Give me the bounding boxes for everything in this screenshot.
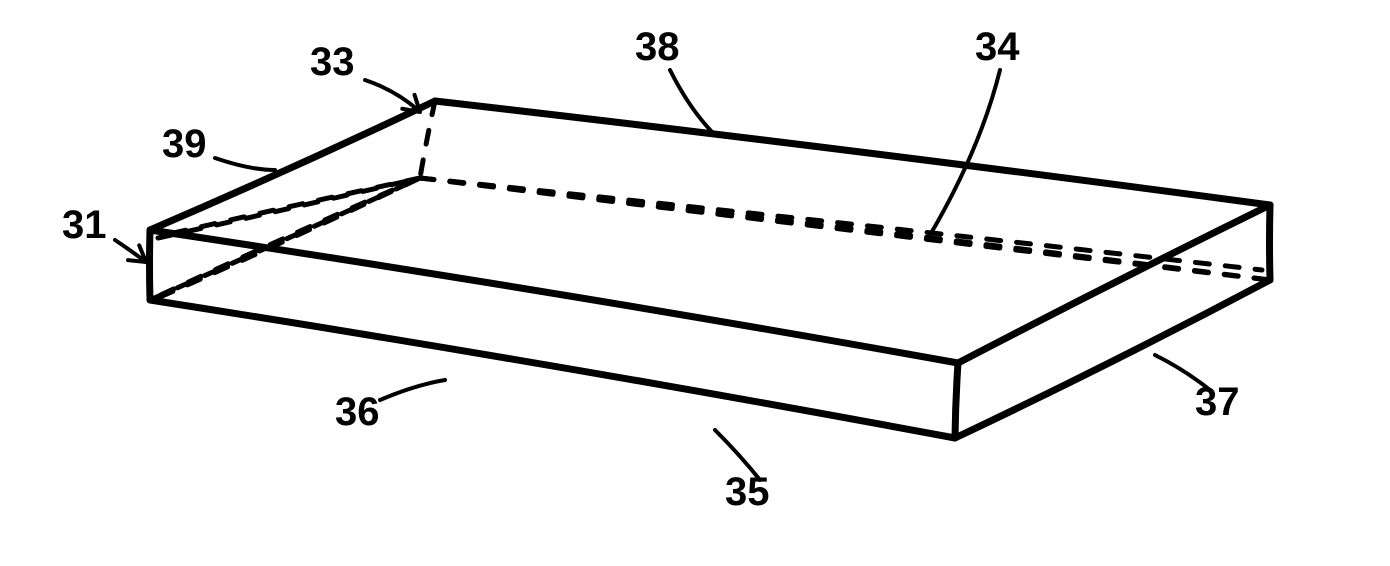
label-37: 37	[1195, 380, 1240, 425]
leader-34	[930, 70, 1000, 235]
edge-top-front	[150, 230, 958, 363]
leader-38	[670, 70, 715, 135]
hidden-edge-BH	[420, 101, 435, 178]
edge-vert-frontright	[955, 363, 958, 438]
edge-vert-backright	[1270, 205, 1271, 280]
label-35: 35	[725, 470, 770, 515]
leader-36	[380, 380, 445, 400]
label-39: 39	[162, 122, 207, 167]
label-31: 31	[62, 203, 107, 248]
label-34: 34	[975, 25, 1020, 70]
label-38: 38	[635, 25, 680, 70]
label-33: 33	[310, 40, 355, 85]
label-36: 36	[335, 390, 380, 435]
leader-33	[365, 80, 418, 110]
edge-top-back-right	[435, 101, 1270, 205]
edge-bottom-front	[150, 300, 955, 438]
figure-svg	[0, 0, 1390, 566]
patent-figure-slab: 31 33 38 34 39 36 35 37	[0, 0, 1390, 566]
edge-top-right-front	[958, 205, 1270, 363]
leader-39	[215, 158, 275, 170]
hidden-edge-HD	[420, 178, 1270, 280]
edge-vert-frontleft	[150, 230, 151, 300]
